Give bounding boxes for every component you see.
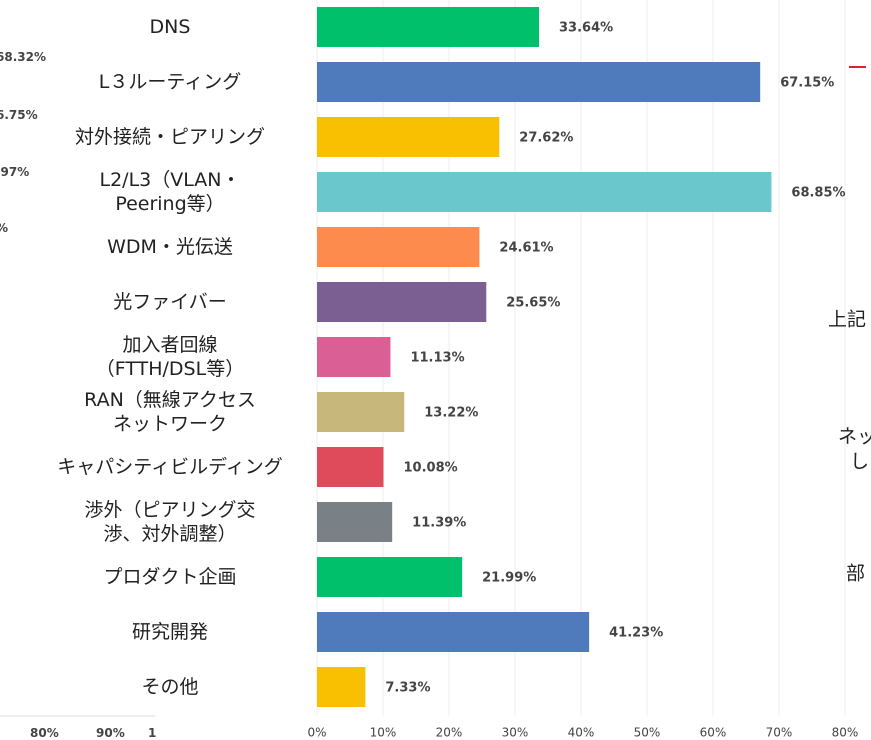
left-panel-fragment: 80% [30, 726, 59, 740]
category-label: L2/L3（VLAN・ Peering等） [99, 169, 241, 215]
left-panel-fragment: 6.75% [0, 108, 38, 122]
bar [317, 502, 393, 542]
left-panel-fragment: 1 [148, 726, 157, 740]
category-label: L３ルーティング [98, 71, 242, 93]
value-label: 11.13% [410, 351, 464, 366]
value-label: 27.62% [519, 131, 573, 146]
bar [317, 282, 487, 322]
value-label: 13.22% [424, 406, 478, 421]
bar [317, 612, 590, 652]
category-label: 渉外（ピアリング交 渉、対外調整） [84, 499, 256, 545]
left-panel-fragment: .97% [0, 165, 30, 179]
category-label: キャパシティビルディング [57, 456, 283, 478]
category-label: 対外接続・ピアリング [74, 126, 265, 148]
x-tick-label: 80% [832, 726, 859, 740]
right-panel-fragment: し [850, 450, 870, 473]
bar [317, 447, 384, 487]
left-panel-fragment: % [0, 221, 8, 235]
category-label: WDM・光伝送 [107, 236, 233, 258]
x-tick-label: 60% [700, 726, 727, 740]
bar [317, 667, 366, 707]
value-label: 21.99% [482, 571, 536, 586]
value-label: 33.64% [559, 21, 613, 36]
value-label: 25.65% [506, 296, 560, 311]
bar [317, 392, 405, 432]
category-label: 加入者回線 （FTTH/DSL等） [95, 334, 245, 380]
right-panel-fragment: 部 [846, 562, 866, 585]
left-panel-fragment: 90% [96, 726, 125, 740]
x-tick-label: 10% [370, 726, 397, 740]
x-tick-label: 30% [502, 726, 529, 740]
bar [317, 227, 480, 267]
x-tick-label: 50% [634, 726, 661, 740]
bar [317, 117, 500, 157]
bar [317, 557, 463, 597]
category-label: DNS [149, 16, 191, 38]
value-label: 10.08% [404, 461, 458, 476]
value-label: 24.61% [499, 241, 553, 256]
category-label: 光ファイバー [113, 291, 227, 313]
x-tick-label: 40% [568, 726, 595, 740]
category-label: その他 [141, 676, 199, 698]
value-label: 41.23% [609, 626, 663, 641]
bar [317, 172, 772, 212]
bar [317, 62, 761, 102]
category-label: 研究開発 [131, 621, 208, 643]
category-label: プロダクト企画 [103, 566, 237, 588]
value-label: 67.15% [780, 76, 834, 91]
right-panel-fragment: ネッ [838, 425, 871, 448]
bar [317, 7, 540, 47]
value-label: 7.33% [385, 681, 430, 696]
bar [317, 337, 391, 377]
x-tick-label: 20% [436, 726, 463, 740]
left-panel-fragment: 68.32% [0, 50, 46, 64]
value-label: 11.39% [412, 516, 466, 531]
x-tick-label: 70% [766, 726, 793, 740]
category-label: RAN（無線アクセス ネットワーク [84, 389, 256, 435]
value-label: 68.85% [791, 186, 845, 201]
right-panel-fragment: 上記 [828, 308, 867, 331]
x-tick-label: 0% [307, 726, 326, 740]
